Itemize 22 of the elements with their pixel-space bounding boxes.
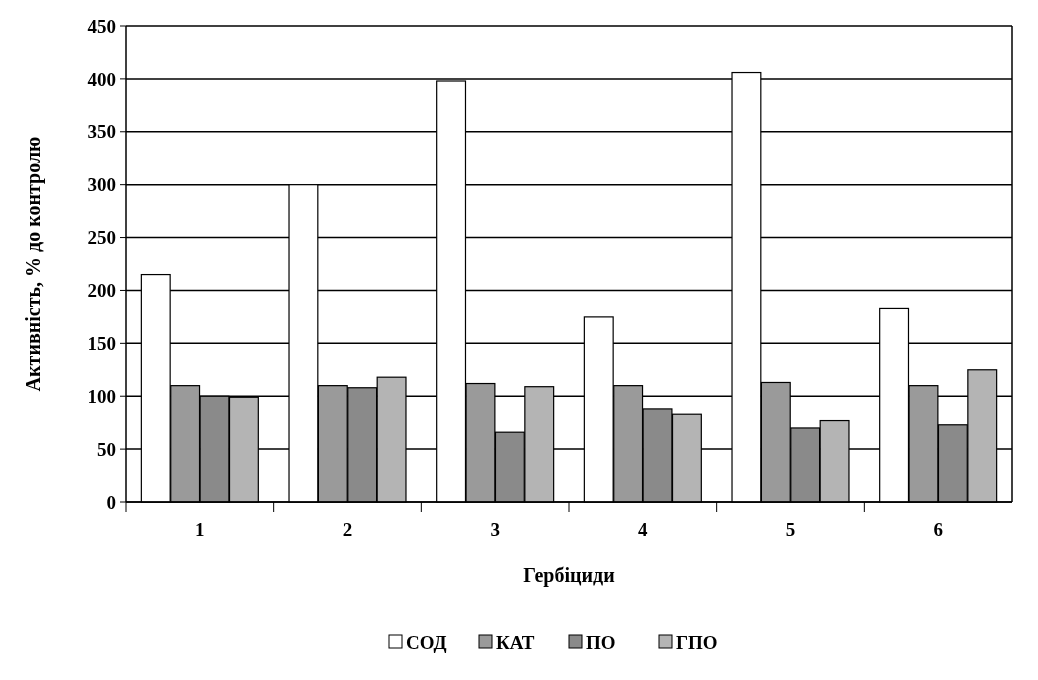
x-axis-title: Гербіциди: [523, 564, 615, 587]
y-tick-label: 300: [87, 174, 116, 196]
legend-label: ПО: [586, 631, 616, 653]
legend-label: КАТ: [496, 631, 535, 653]
x-tick-label: 1: [195, 519, 205, 540]
y-tick-label: 450: [87, 15, 116, 37]
legend-label: СОД: [406, 631, 447, 653]
y-tick-label: 400: [87, 68, 116, 90]
x-tick-label: 3: [490, 519, 500, 540]
y-axis-title: Активність, % до контролю: [22, 136, 45, 392]
y-tick-label: 200: [87, 280, 116, 302]
y-tick-label: 350: [87, 121, 116, 143]
y-tick-label: 150: [87, 332, 116, 354]
x-tick-label: 5: [785, 519, 796, 540]
x-tick-label: 2: [342, 519, 353, 540]
legend-label: ГПО: [676, 631, 718, 653]
y-tick-label: 100: [87, 385, 116, 407]
x-tick-label: 6: [933, 519, 943, 540]
y-tick-label: 250: [87, 227, 116, 249]
x-tick-label: 4: [638, 519, 649, 540]
y-tick-label: 0: [106, 491, 116, 513]
y-tick-label: 50: [97, 438, 116, 460]
